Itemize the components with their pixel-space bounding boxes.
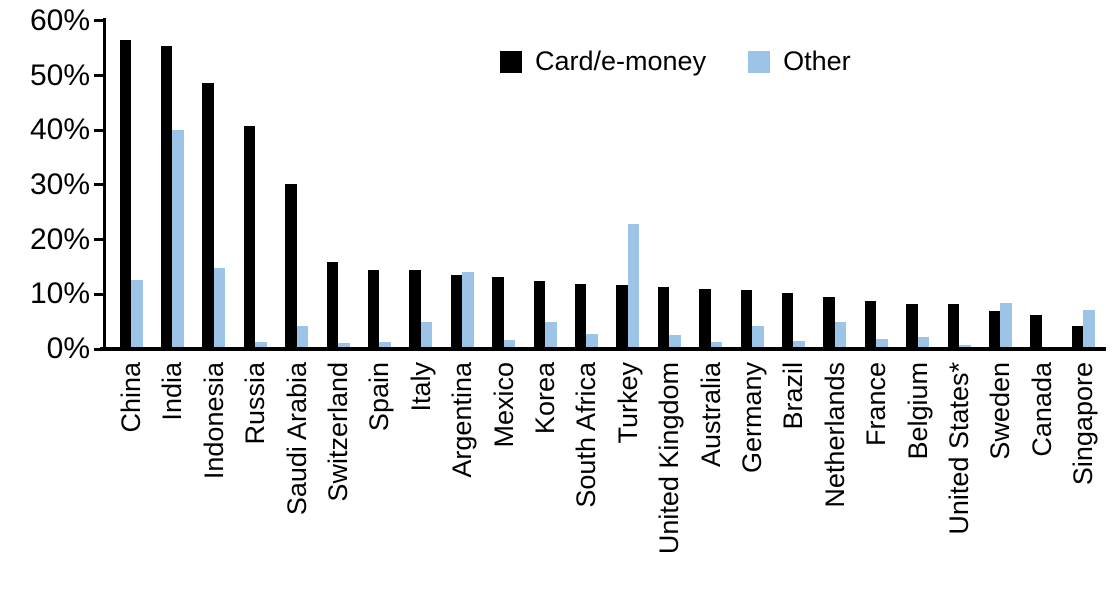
x-axis-category-label: Australia [695,362,726,468]
y-axis-tick [94,128,104,132]
bar-card-e-money [202,82,214,347]
legend: Card/e-money Other [500,48,851,75]
x-axis-category-label: United Kingdom [654,362,685,555]
bar-card-e-money [160,46,173,347]
x-axis-category-label: Switzerland [323,362,353,502]
x-axis-category-label: China [116,362,146,433]
x-axis-category-label: France [861,362,892,447]
bar-other [296,325,309,347]
x-axis-category-label: Germany [737,362,767,474]
x-axis-category-label: Turkey [612,362,643,444]
x-axis-category-label: Belgium [902,362,933,460]
bar-card-e-money [285,184,297,347]
bar-other [710,342,723,347]
y-axis-tick [94,74,104,78]
bar-card-e-money [367,269,380,347]
x-axis-category-label: Singapore [1068,362,1099,486]
x-axis-category-label: Canada [1026,362,1057,457]
x-axis-category-label: Mexico [488,362,519,448]
bar-other [420,322,433,347]
bar-card-e-money [119,39,131,347]
bar-card-e-money [781,293,794,347]
legend-item-card-e-money: Card/e-money [500,48,706,75]
x-axis-category-label: Brazil [778,362,809,430]
bar-card-e-money [409,270,421,347]
bar-other [503,339,516,347]
bar-other [545,321,557,347]
legend-label-card-e-money: Card/e-money [535,46,707,76]
bar-other [917,336,930,347]
bar-other [1000,303,1012,347]
x-axis-category-label: Italy [405,362,436,412]
x-axis-category-label: Saudi Arabia [281,362,312,516]
x-axis-category-label: Sweden [985,362,1016,460]
bar-card-e-money [450,274,463,347]
y-axis-tick [94,347,104,351]
y-axis-tick-label: 60% [29,3,90,37]
bar-other [338,342,350,347]
bar-card-e-money [864,300,877,347]
bar-other [752,326,764,347]
bar-other [462,272,474,347]
bar-other [959,345,971,347]
y-axis-tick-label: 10% [29,277,90,311]
legend-item-other: Other [748,48,851,75]
x-axis-category-label: Argentina [447,362,478,478]
y-axis-tick [94,238,104,242]
x-axis-category-label: United States* [944,362,974,535]
y-axis-line [103,18,106,351]
bar-card-e-money [906,303,918,347]
bar-card-e-money [740,290,752,347]
bar-other [627,223,640,347]
bar-card-e-money [988,311,1001,347]
y-axis-tick-label: 40% [29,113,90,147]
bar-card-e-money [492,277,504,347]
bar-card-e-money [326,261,338,347]
bar-card-e-money [1071,325,1084,347]
x-axis-category-label: Indonesia [198,362,229,480]
y-axis-tick-label: 30% [29,167,90,201]
legend-swatch-other [748,50,771,73]
bar-other [131,279,143,347]
bar-card-e-money [243,125,256,347]
bar-card-e-money [616,284,628,347]
bar-card-e-money [657,287,670,347]
x-axis-category-label: India [157,362,188,421]
bar-other [586,334,598,347]
legend-swatch-card-e-money [500,50,522,73]
bar-other [1083,310,1095,347]
bar-other [793,340,805,347]
bar-card-e-money [533,280,545,347]
x-axis-line [100,347,1106,351]
y-axis-tick-label: 50% [29,58,90,92]
x-axis-category-label: Korea [530,362,560,435]
bar-other [172,129,184,347]
bar-other [834,321,847,347]
x-axis-category-label: South Africa [571,362,602,508]
y-axis-tick-label: 0% [46,332,90,365]
bar-other [669,334,681,347]
x-axis-category-label: Spain [364,362,395,432]
bar-card-e-money [1030,314,1042,347]
x-axis-category-label: Russia [240,362,271,445]
y-axis-tick [94,19,104,23]
y-axis-tick [94,292,104,296]
y-axis-tick [94,183,104,187]
bar-card-e-money [699,289,711,347]
bar-card-e-money [823,297,835,347]
bar-other [379,342,391,347]
bar-other [213,267,226,347]
bar-card-e-money [574,284,587,347]
y-axis-tick-label: 20% [29,222,90,256]
bar-other [876,339,888,347]
legend-label-other: Other [783,46,851,76]
x-axis-category-label: Netherlands [819,362,850,508]
bar-card-e-money [947,304,959,347]
bar-other [255,341,267,347]
